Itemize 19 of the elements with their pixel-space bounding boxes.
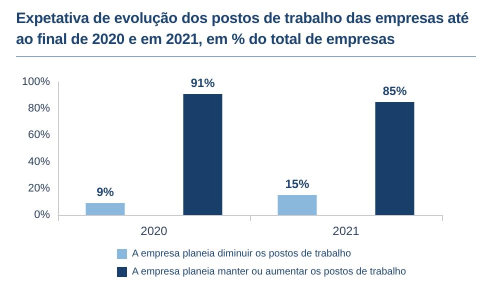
data-label: 9% [96,185,114,200]
y-tick-label: 40% [28,156,50,168]
legend-label: A empresa planeia manter ou aumentar os postos de trabalho [132,266,406,278]
bar [86,203,125,215]
data-label: 15% [285,177,310,192]
y-tick-label: 100% [22,76,50,88]
bar [278,195,317,215]
y-tick-label: 0% [34,209,50,221]
bar [183,94,222,215]
chart-title: Expetativa de evolução dos postos de trabalho das empresas até ao final de 2020 e em 2021, em % do total de empresas [16,9,470,50]
y-tick-label: 60% [28,129,50,142]
x-tick-label: 2020 [140,224,168,238]
y-tick-label: 80% [28,102,50,115]
y-tick-label: 20% [28,182,50,194]
bar [375,102,414,215]
data-label: 85% [382,84,408,98]
x-tick-label: 2021 [332,224,360,238]
legend-label: A empresa planeia diminuir os postos de trabalho [132,248,352,260]
data-label: 91% [190,76,216,90]
